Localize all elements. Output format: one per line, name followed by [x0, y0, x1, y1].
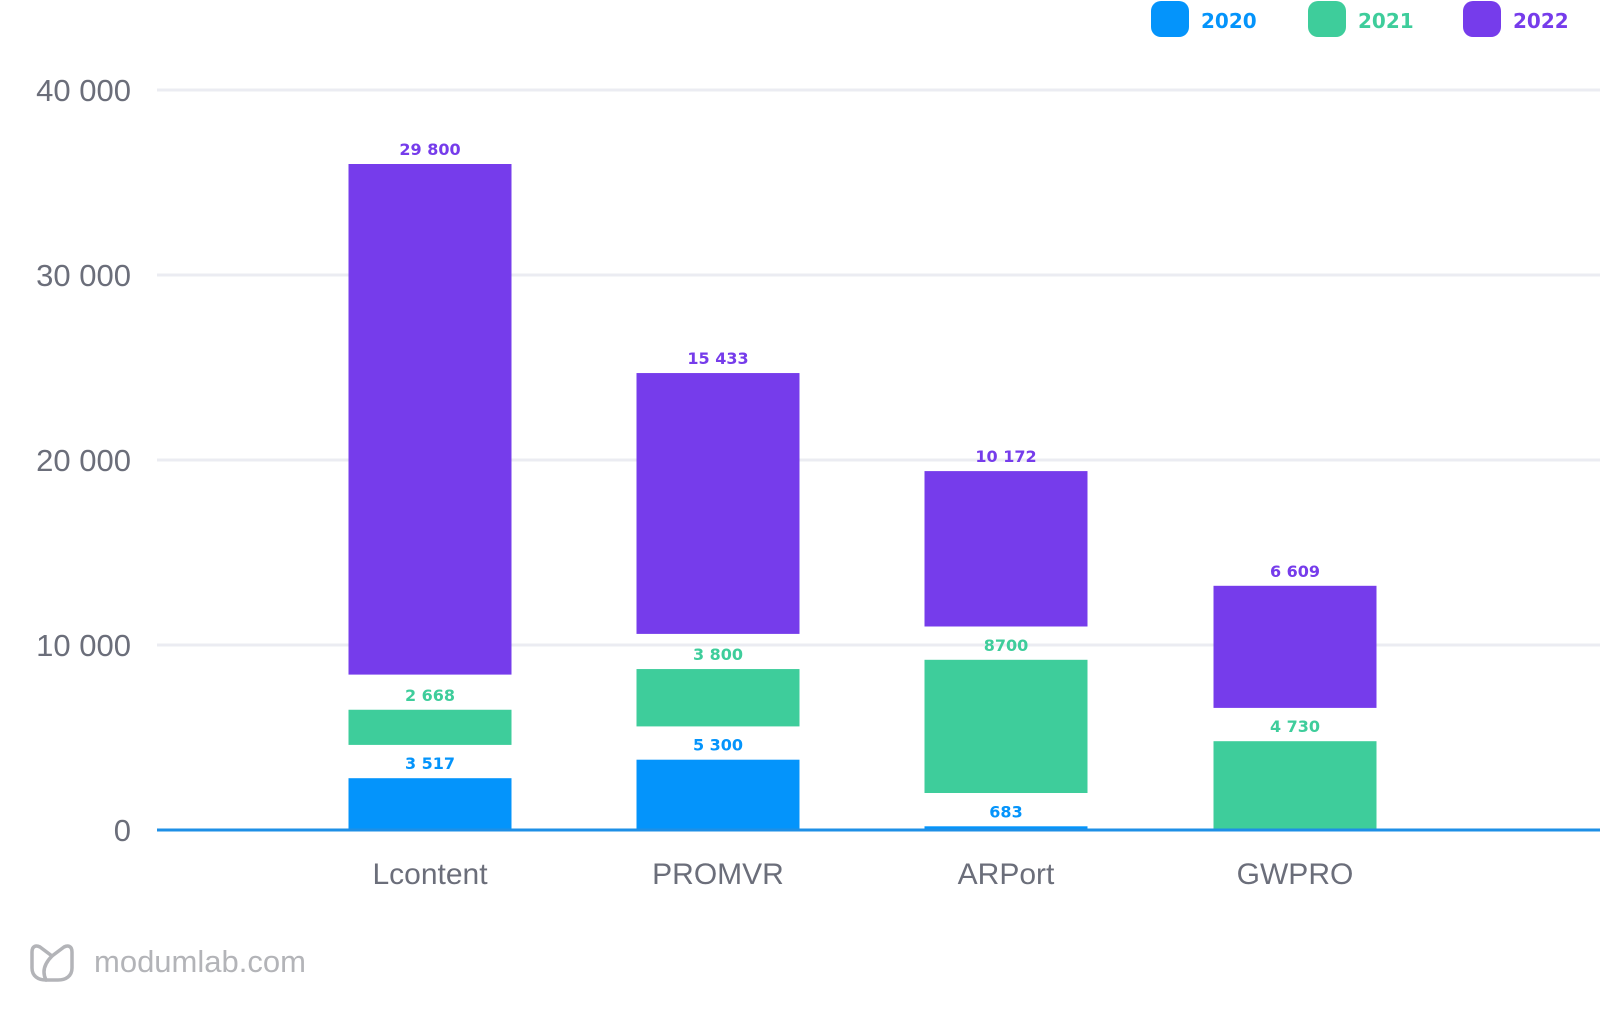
data-label-2021: 4 730	[1270, 717, 1320, 736]
y-tick-label: 10 000	[36, 628, 131, 663]
data-label-2022: 29 800	[399, 140, 460, 159]
legend: 2020 2021 2022	[1151, 1, 1569, 37]
y-tick-label: 0	[114, 813, 131, 848]
legend-label: 2020	[1201, 9, 1257, 33]
data-label-2020: 5 300	[693, 736, 743, 755]
data-label-2021: 8700	[984, 636, 1029, 655]
legend-item-2021: 2021	[1308, 1, 1414, 37]
bar-segment-2022	[636, 373, 800, 634]
bar-group-promvr: 5 300 3 800 15 433	[636, 349, 800, 830]
bar-segment-2021	[1213, 741, 1377, 830]
bar-segment-2020	[924, 826, 1088, 830]
y-tick-label: 40 000	[36, 73, 131, 108]
bar-segment-2020	[348, 778, 512, 830]
y-axis: 0 10 000 20 000 30 000 40 000	[36, 73, 131, 848]
leaf-logo-icon	[26, 938, 78, 986]
bar-group-gwpro: 4 730 6 609	[1213, 562, 1377, 830]
legend-swatch	[1151, 1, 1189, 37]
y-tick-label: 30 000	[36, 258, 131, 293]
bar-segment-2022	[348, 164, 512, 675]
x-tick-label: GWPRO	[1237, 858, 1354, 891]
bar-group-lcontent: 3 517 2 668 29 800	[348, 140, 512, 830]
bar-group-arport: 683 8700 10 172	[924, 447, 1088, 830]
x-tick-label: Lcontent	[372, 858, 488, 891]
legend-label: 2022	[1513, 9, 1569, 33]
legend-item-2022: 2022	[1463, 1, 1569, 37]
watermark: modumlab.com	[26, 938, 306, 986]
data-label-2022: 10 172	[975, 447, 1036, 466]
data-label-2021: 2 668	[405, 686, 455, 705]
bar-segment-2022	[1213, 585, 1377, 708]
y-tick-label: 20 000	[36, 443, 131, 478]
bars: 3 517 2 668 29 800 5 300 3 800 15 433 683 8700 1…	[348, 140, 1377, 830]
data-label-2020: 3 517	[405, 754, 455, 773]
legend-item-2020: 2020	[1151, 1, 1257, 37]
data-label-2022: 6 609	[1270, 562, 1320, 581]
legend-swatch	[1308, 1, 1346, 37]
bar-segment-2021	[924, 659, 1088, 793]
x-tick-label: ARPort	[958, 858, 1055, 891]
data-label-2021: 3 800	[693, 645, 743, 664]
bar-segment-2020	[636, 759, 800, 830]
bar-segment-2022	[924, 471, 1088, 627]
data-label-2022: 15 433	[687, 349, 748, 368]
data-label-2020: 683	[989, 802, 1022, 821]
legend-label: 2021	[1358, 9, 1414, 33]
bar-segment-2021	[348, 709, 512, 745]
x-axis: Lcontent PROMVR ARPort GWPRO	[157, 828, 1600, 891]
watermark-text: modumlab.com	[94, 944, 306, 979]
legend-swatch	[1463, 1, 1501, 37]
bar-segment-2021	[636, 669, 800, 727]
x-tick-label: PROMVR	[652, 858, 784, 891]
